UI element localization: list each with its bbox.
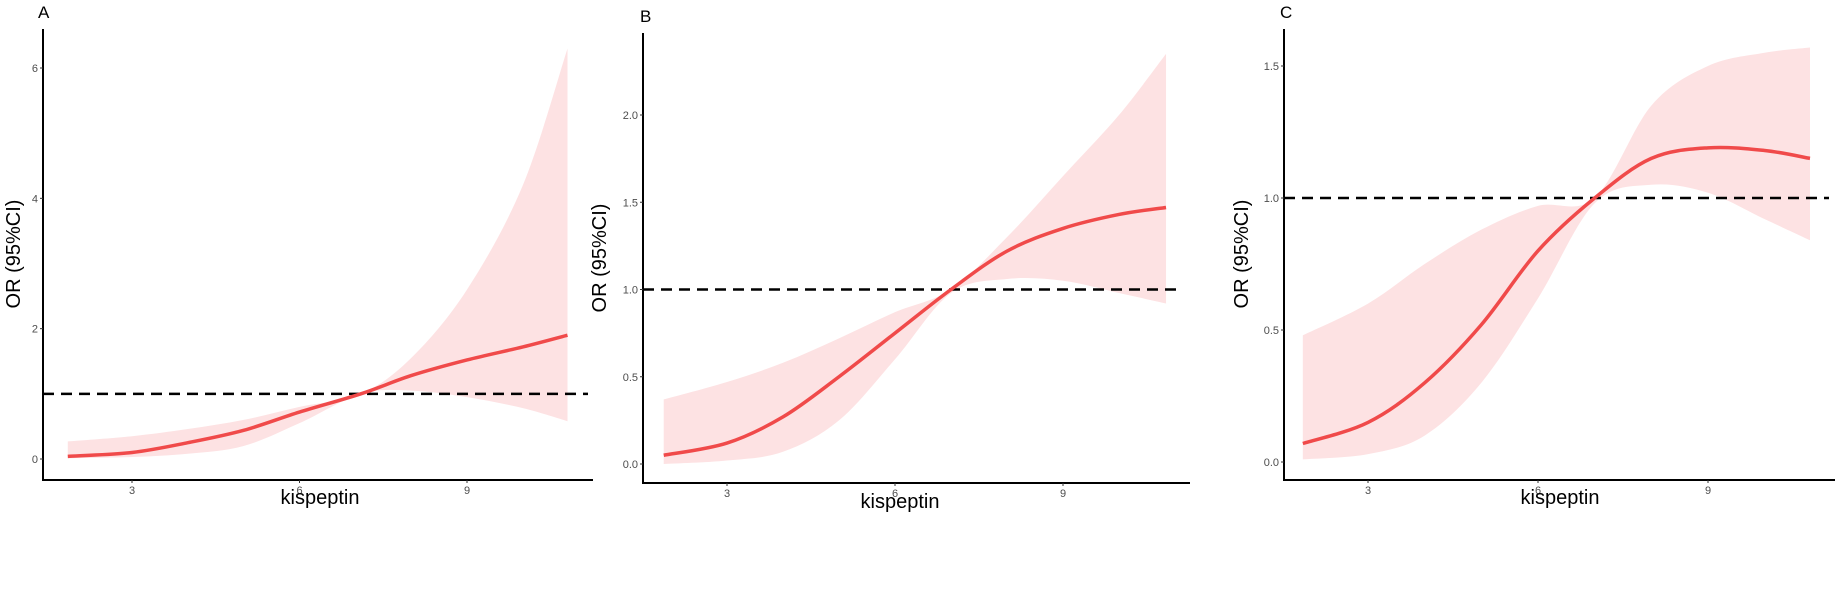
y-tick-label: 2.0 xyxy=(623,110,638,122)
y-axis-title: OR (95%CI) xyxy=(3,200,25,309)
y-axis-title: OR (95%CI) xyxy=(589,204,611,313)
x-tick-label: 6 xyxy=(1535,485,1541,497)
panel-label: B xyxy=(640,7,651,26)
confidence-ribbon xyxy=(1302,47,1810,460)
x-tick-label: 9 xyxy=(1705,485,1711,497)
panel-label: C xyxy=(1280,3,1292,22)
y-tick-label: 6 xyxy=(32,63,38,75)
y-tick-label: 0.0 xyxy=(623,459,638,471)
y-tick-label: 0.5 xyxy=(1264,325,1279,337)
or-curve xyxy=(67,333,568,459)
or-curve xyxy=(663,205,1167,457)
y-tick-label: 1.0 xyxy=(623,285,638,297)
or-curve xyxy=(1302,145,1811,446)
y-tick-label: 0 xyxy=(32,454,38,466)
x-axis-title: kispeptin xyxy=(281,487,360,509)
y-tick-label: 2 xyxy=(32,324,38,336)
y-tick-label: 0.5 xyxy=(623,372,638,384)
y-tick-label: 1.5 xyxy=(1264,61,1279,73)
x-tick-label: 9 xyxy=(1060,488,1066,500)
confidence-ribbon xyxy=(67,48,568,459)
x-tick-label: 6 xyxy=(296,485,302,497)
confidence-ribbon xyxy=(663,53,1167,465)
y-axis-title: OR (95%CI) xyxy=(1231,200,1253,309)
x-tick-label: 3 xyxy=(724,488,730,500)
x-tick-label: 3 xyxy=(129,485,135,497)
y-tick-label: 1.5 xyxy=(623,197,638,209)
x-tick-label: 6 xyxy=(892,488,898,500)
panel-label: A xyxy=(38,3,50,22)
y-tick-label: 0.0 xyxy=(1264,457,1279,469)
x-axis-title: kispeptin xyxy=(1521,487,1600,509)
x-axis-title: kispeptin xyxy=(861,491,940,513)
y-tick-label: 1.0 xyxy=(1264,193,1279,205)
x-tick-label: 3 xyxy=(1365,485,1371,497)
x-tick-label: 9 xyxy=(464,485,470,497)
y-tick-label: 4 xyxy=(32,193,38,205)
